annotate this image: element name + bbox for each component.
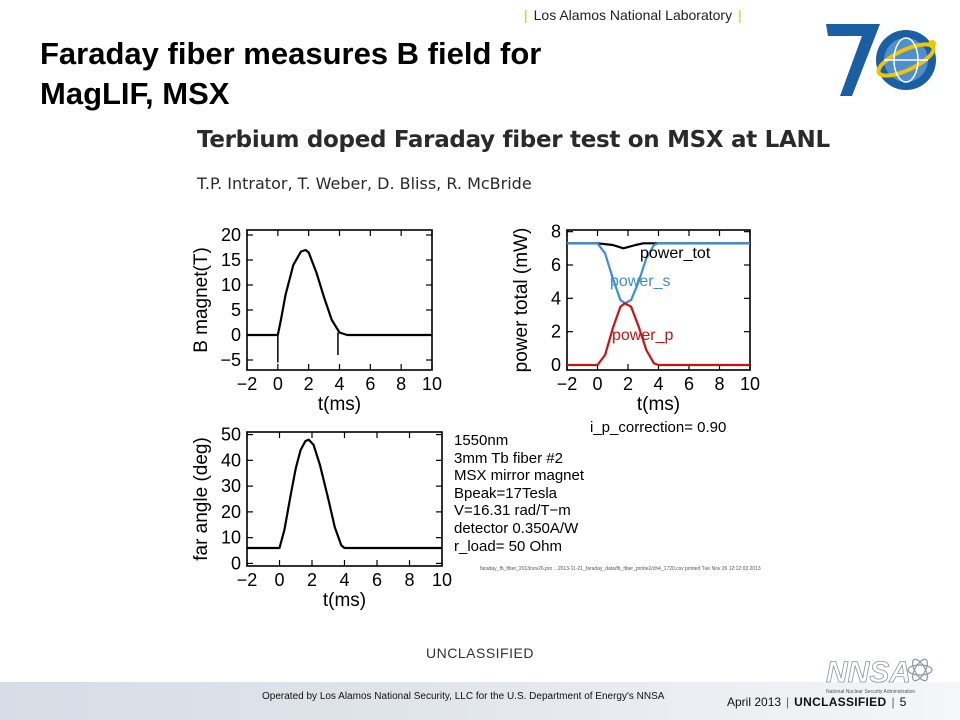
chart-1-x-tick-label: 8 [396, 374, 406, 394]
lab-name: Los Alamos National Laboratory [533, 7, 733, 23]
chart-1-y-tick-label: 5 [231, 300, 241, 320]
figure-title: Terbium doped Faraday fiber test on MSX … [197, 127, 830, 153]
anniversary-70-globe-logo-icon [826, 24, 936, 96]
chart-2-x-tick-label: 2 [623, 374, 633, 394]
chart-1-y-tick-label: 0 [231, 325, 241, 345]
chart-3-y-tick-label: 40 [221, 450, 241, 470]
chart-1-x-tick-label: 4 [334, 374, 344, 394]
lab-header: | Los Alamos National Laboratory | [524, 7, 742, 23]
chart-2-x-axis-label: t(ms) [637, 394, 680, 415]
chart-1-x-tick-label: 0 [273, 374, 283, 394]
chart-3-y-tick-label: 50 [221, 425, 241, 445]
chart-2-y-tick-label: 8 [551, 222, 561, 242]
chart-1-x-tick-label: 10 [422, 374, 442, 394]
chart-1-x-tick-label: −2 [237, 374, 258, 394]
footer-bar [0, 682, 960, 720]
chart-2-y-tick-label: 2 [551, 322, 561, 342]
slide-title-line-1: Faraday fiber measures B field for [40, 36, 542, 71]
chart-3-y-axis-label: far angle (deg) [191, 437, 212, 561]
chart-1-x-tick-label: 6 [365, 374, 375, 394]
chart-3-x-tick-label: 0 [274, 570, 284, 590]
operated-by-text: Operated by Los Alamos National Security… [262, 691, 665, 702]
parameter-line: 1550nm [454, 432, 509, 449]
chart-2-series-label-power_tot: power_tot [640, 245, 711, 262]
chart-3-y-tick-label: 0 [231, 553, 241, 573]
chart-3-y-tick-label: 30 [221, 476, 241, 496]
chart-1-y-tick-label: −5 [220, 350, 241, 370]
chart-2-series-power_s [567, 242, 750, 305]
chart-1-frame [246, 229, 433, 371]
chart-3-x-tick-label: −2 [237, 570, 258, 590]
footer-info: April 2013 | UNCLASSIFIED | 5 [727, 695, 907, 709]
nnsa-subtitle: National Nuclear Security Administration [826, 689, 915, 695]
chart-3-series-line-1 [247, 438, 442, 550]
slide-title: Faraday fiber measures B field for MagLIF… [40, 34, 740, 114]
chart-1-y-tick-label: 15 [221, 250, 241, 270]
chart-2-y-axis-label: power total (mW) [511, 228, 532, 373]
chart-2-x-tick-label: −2 [557, 374, 578, 394]
chart-2-y-tick-label: 6 [551, 255, 561, 275]
chart-3-x-tick-label: 2 [307, 570, 317, 590]
footer-classification: UNCLASSIFIED [794, 695, 887, 709]
chart-3-y-tick-label: 20 [221, 502, 241, 522]
chart-2-series-power_p [567, 302, 750, 367]
chart-1-series-line-1 [247, 248, 432, 337]
parameter-line: MSX mirror magnet [454, 467, 585, 485]
parameter-line: detector 0.350A/W [454, 519, 579, 537]
chart-2-x-tick-label: 10 [740, 374, 760, 394]
classification-marking: UNCLASSIFIED [426, 645, 534, 661]
chart-2-y-tick-label: 0 [551, 355, 561, 375]
slide-title-line-2: MagLIF, MSX [40, 76, 230, 111]
figure-footnote: faraday_fb_fiber_2013nov26.pro ...2013-1… [480, 566, 761, 572]
page-number: 5 [899, 695, 907, 709]
nnsa-logo-text: NNSA [826, 656, 911, 689]
chart-3-x-tick-label: 6 [372, 570, 382, 590]
footer-date: April 2013 [727, 695, 782, 709]
chart-3-x-tick-label: 8 [404, 570, 414, 590]
parameter-line: V=16.31 rad/T−m [454, 502, 571, 520]
chart-2-series-label-power_p: power_p [612, 327, 673, 344]
parameter-line: 3mm Tb fiber #2 [454, 449, 563, 467]
chart-3-x-tick-label: 10 [432, 570, 452, 590]
figure-authors: T.P. Intrator, T. Weber, D. Bliss, R. Mc… [197, 174, 532, 193]
chart-3-x-tick-label: 4 [339, 570, 349, 590]
chart-1-y-tick-label: 10 [221, 275, 241, 295]
chart-1-x-tick-label: 2 [304, 374, 314, 394]
chart-3-x-axis-label: t(ms) [323, 590, 366, 611]
measurement-parameters: 1550nm 3mm Tb fiber #2 MSX mirror magnet Bp… [454, 432, 584, 555]
chart-2-x-tick-label: 4 [653, 374, 663, 394]
chart-1-y-axis-label: B magnet(T) [191, 247, 212, 353]
parameter-line: r_load= 50 Ohm [454, 537, 562, 555]
nnsa-logo-icon: NNSA National Nuclear Security Administr… [826, 656, 933, 695]
i-p-correction-label: i_p_correction= 0.90 [590, 419, 726, 436]
chart-2-x-tick-label: 6 [684, 374, 694, 394]
chart-2-x-tick-label: 8 [714, 374, 724, 394]
parameter-line: Bpeak=17Tesla [454, 484, 557, 502]
chart-2-y-tick-label: 4 [551, 288, 561, 308]
chart-2-series-label-power_s: power_s [610, 273, 670, 290]
chart-3-y-tick-label: 10 [221, 528, 241, 548]
chart-1-x-axis-label: t(ms) [318, 394, 361, 415]
chart-3-frame [246, 431, 443, 567]
chart-2-x-tick-label: 0 [592, 374, 602, 394]
chart-1-y-tick-label: 20 [221, 225, 241, 245]
